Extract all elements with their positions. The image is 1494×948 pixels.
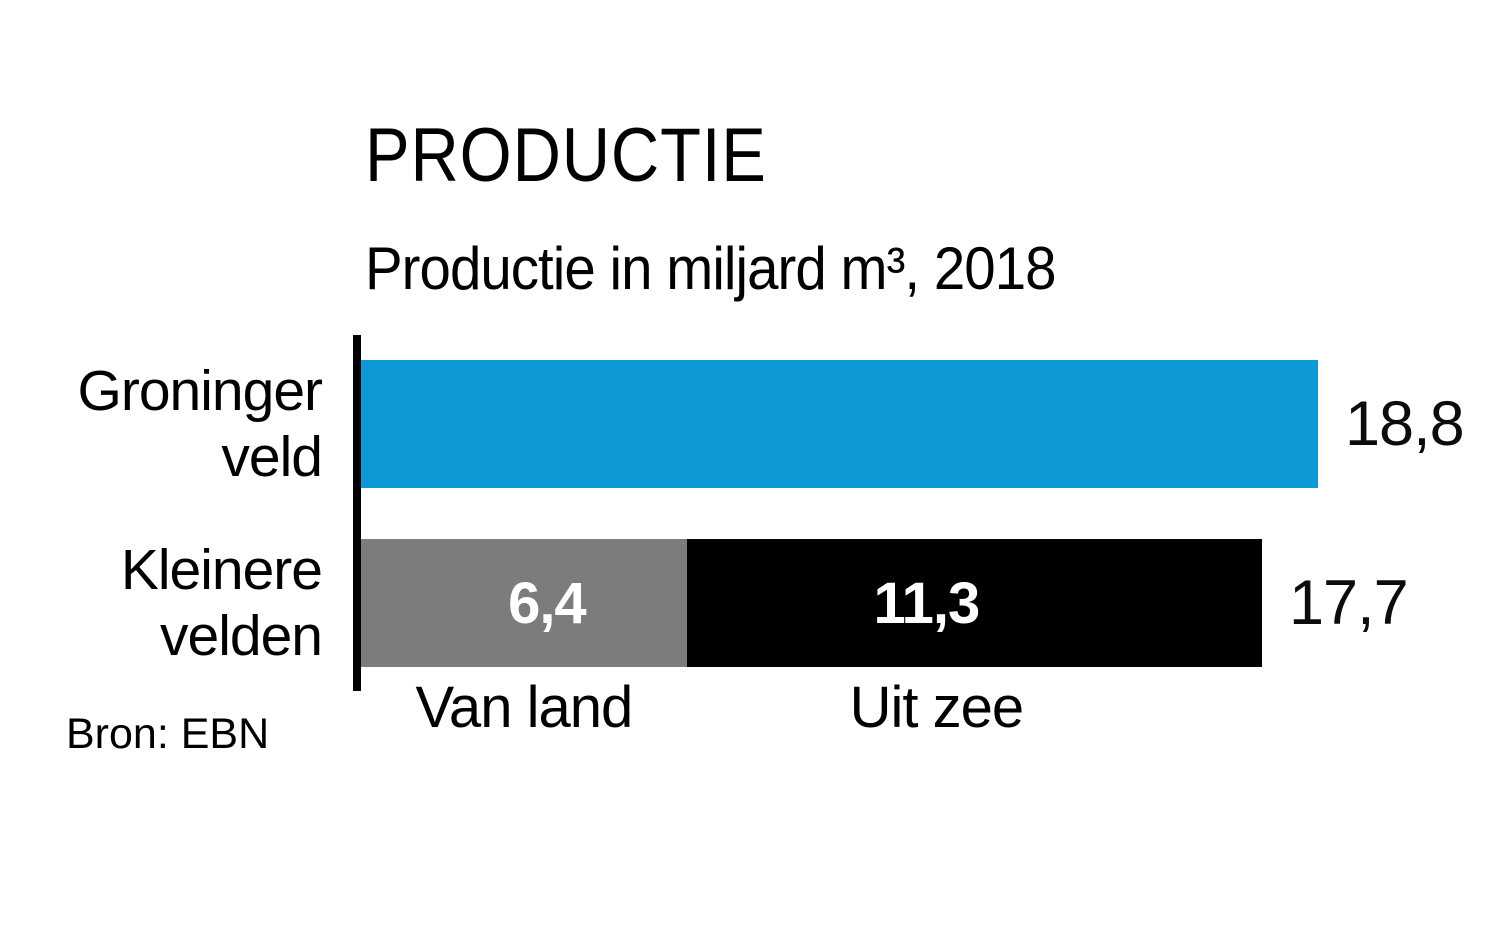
bar-value-label: 6,4 xyxy=(508,570,587,636)
total-value-label: 18,8 xyxy=(1345,389,1465,459)
bar-segment xyxy=(361,360,1318,488)
bar-segment: 11,3 xyxy=(686,539,1262,667)
segment-axis-label: Van land xyxy=(415,675,634,740)
segment-axis-label: Uit zee xyxy=(849,675,1025,740)
chart-subtitle: Productie in miljard m³, 2018 xyxy=(365,235,1057,302)
category-label-line: Groninger xyxy=(77,359,323,423)
source-note: Bron: EBN xyxy=(66,710,270,758)
category-label-line: velden xyxy=(160,604,323,668)
y-axis-baseline xyxy=(353,335,361,691)
category-label-line: veld xyxy=(221,425,323,489)
category-label-line: Kleinere xyxy=(120,538,323,602)
category-label: Kleinere velden xyxy=(40,537,323,669)
total-value-label: 17,7 xyxy=(1289,568,1409,638)
chart-title: PRODUCTIE xyxy=(365,113,767,198)
category-label: Groninger veld xyxy=(40,358,323,490)
bar-segment: 6,4 xyxy=(361,539,687,667)
bar-value-label: 11,3 xyxy=(873,570,981,636)
